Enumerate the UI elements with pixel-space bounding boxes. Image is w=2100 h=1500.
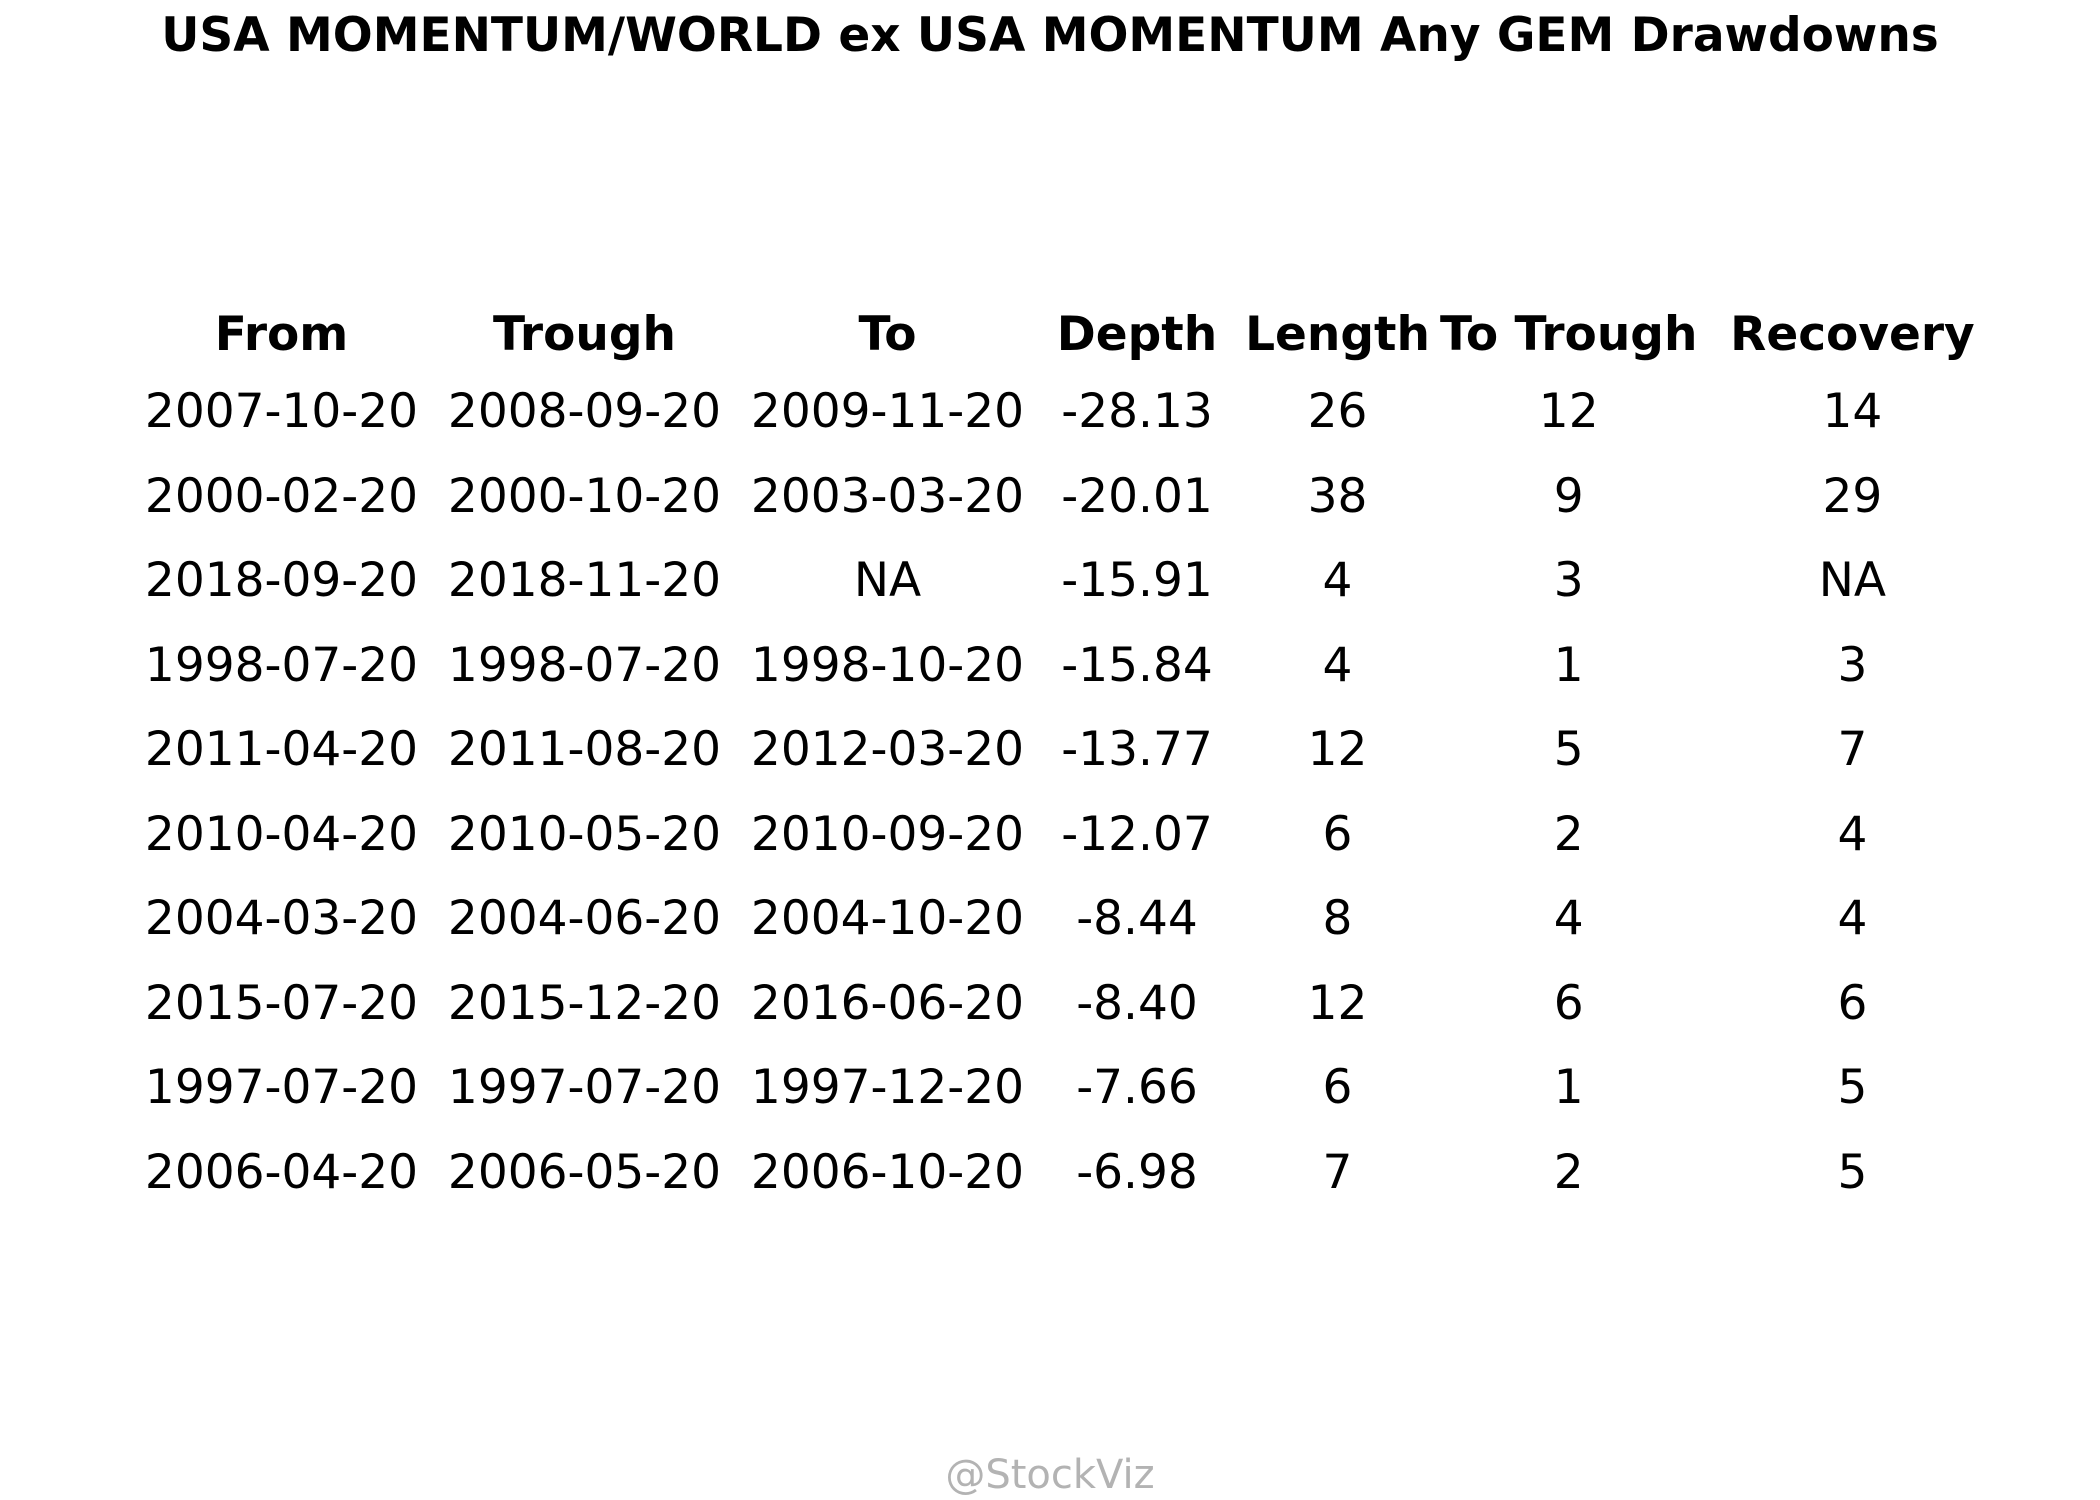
table-row: 1997-07-20 1997-07-20 1997-12-20 -7.66 6 1 5 bbox=[130, 1046, 2007, 1131]
column-header-to-trough: To Trough bbox=[1440, 307, 1698, 362]
cell-to-trough: 6 bbox=[1553, 975, 1584, 1031]
cell-depth: -8.40 bbox=[1076, 975, 1198, 1031]
cell-to-trough: 2 bbox=[1553, 806, 1584, 862]
cell-length: 6 bbox=[1322, 1060, 1353, 1115]
cell-recovery: NA bbox=[1818, 553, 1887, 608]
cell-to: 2003-03-20 bbox=[750, 468, 1025, 524]
table-row: 2007-10-20 2008-09-20 2009-11-20 -28.13 26 12… bbox=[130, 370, 2007, 455]
cell-length: 6 bbox=[1322, 806, 1353, 862]
cell-to-trough: 4 bbox=[1553, 891, 1584, 946]
cell-recovery: 4 bbox=[1837, 891, 1868, 946]
column-header-to: To bbox=[858, 307, 917, 362]
cell-length: 4 bbox=[1322, 637, 1353, 693]
table-body: 2007-10-20 2008-09-20 2009-11-20 -28.13 26 12… bbox=[130, 370, 2007, 1215]
cell-to-trough: 3 bbox=[1553, 553, 1584, 608]
cell-length: 12 bbox=[1307, 722, 1368, 777]
column-header-recovery: Recovery bbox=[1730, 307, 1975, 362]
column-header-depth: Depth bbox=[1056, 307, 1218, 362]
table-row: 2018-09-20 2018-11-20 NA -15.91 4 3 NA bbox=[130, 539, 2007, 624]
table-row: 2006-04-20 2006-05-20 2006-10-20 -6.98 7 2 5 bbox=[130, 1131, 2007, 1216]
table-header-row: From Trough To Depth Length To Trough Re… bbox=[130, 300, 2007, 370]
cell-from: 2010-04-20 bbox=[144, 806, 419, 862]
cell-from: 2015-07-20 bbox=[144, 975, 419, 1031]
cell-from: 2004-03-20 bbox=[144, 891, 419, 946]
cell-trough: 2000-10-20 bbox=[447, 468, 722, 524]
cell-recovery: 14 bbox=[1822, 384, 1883, 439]
column-header-length: Length bbox=[1245, 307, 1430, 362]
cell-to: 2010-09-20 bbox=[750, 806, 1025, 862]
cell-depth: -8.44 bbox=[1076, 891, 1198, 946]
watermark: @StockViz bbox=[945, 1452, 1155, 1498]
cell-to-trough: 2 bbox=[1553, 1144, 1584, 1200]
cell-to: 2016-06-20 bbox=[750, 975, 1025, 1031]
cell-length: 7 bbox=[1322, 1144, 1353, 1200]
cell-to: 2004-10-20 bbox=[750, 891, 1025, 946]
cell-from: 2018-09-20 bbox=[144, 553, 419, 608]
cell-recovery: 7 bbox=[1837, 722, 1868, 777]
cell-trough: 2006-05-20 bbox=[447, 1144, 722, 1200]
cell-recovery: 5 bbox=[1837, 1060, 1868, 1115]
cell-length: 26 bbox=[1307, 384, 1368, 439]
table-row: 2000-02-20 2000-10-20 2003-03-20 -20.01 38 9 2… bbox=[130, 455, 2007, 540]
drawdowns-table: From Trough To Depth Length To Trough Re… bbox=[130, 300, 2007, 1215]
table-row: 2010-04-20 2010-05-20 2010-09-20 -12.07 6 2 4 bbox=[130, 793, 2007, 878]
cell-to: 1998-10-20 bbox=[750, 637, 1025, 693]
cell-to-trough: 12 bbox=[1538, 384, 1599, 439]
cell-depth: -15.91 bbox=[1061, 553, 1213, 608]
cell-from: 2011-04-20 bbox=[144, 722, 419, 777]
cell-depth: -12.07 bbox=[1061, 806, 1213, 862]
cell-trough: 1998-07-20 bbox=[447, 637, 722, 693]
column-header-trough: Trough bbox=[493, 307, 676, 362]
table-row: 2015-07-20 2015-12-20 2016-06-20 -8.40 12 6 6 bbox=[130, 962, 2007, 1047]
cell-to: 2009-11-20 bbox=[750, 384, 1025, 439]
cell-depth: -28.13 bbox=[1061, 384, 1213, 439]
cell-from: 2006-04-20 bbox=[144, 1144, 419, 1200]
cell-length: 12 bbox=[1307, 975, 1368, 1031]
cell-to: 2012-03-20 bbox=[750, 722, 1025, 777]
cell-from: 1998-07-20 bbox=[144, 637, 419, 693]
cell-depth: -6.98 bbox=[1076, 1144, 1198, 1200]
cell-trough: 2010-05-20 bbox=[447, 806, 722, 862]
cell-trough: 1997-07-20 bbox=[447, 1060, 722, 1115]
cell-to-trough: 5 bbox=[1553, 722, 1584, 777]
cell-recovery: 5 bbox=[1837, 1144, 1868, 1200]
chart-title: USA MOMENTUM/WORLD ex USA MOMENTUM Any G… bbox=[161, 8, 1939, 63]
cell-trough: 2015-12-20 bbox=[447, 975, 722, 1031]
cell-from: 2007-10-20 bbox=[144, 384, 419, 439]
cell-depth: -13.77 bbox=[1061, 722, 1213, 777]
cell-recovery: 3 bbox=[1837, 637, 1868, 693]
cell-length: 4 bbox=[1322, 553, 1353, 608]
cell-recovery: 4 bbox=[1837, 806, 1868, 862]
cell-to: 1997-12-20 bbox=[750, 1060, 1025, 1115]
cell-to-trough: 1 bbox=[1553, 637, 1584, 693]
cell-trough: 2018-11-20 bbox=[447, 553, 722, 608]
cell-trough: 2004-06-20 bbox=[447, 891, 722, 946]
cell-depth: -15.84 bbox=[1061, 637, 1213, 693]
cell-length: 38 bbox=[1307, 468, 1368, 524]
cell-to-trough: 9 bbox=[1553, 468, 1584, 524]
cell-trough: 2008-09-20 bbox=[447, 384, 722, 439]
cell-depth: -20.01 bbox=[1061, 468, 1213, 524]
cell-from: 2000-02-20 bbox=[144, 468, 419, 524]
column-header-from: From bbox=[214, 307, 349, 362]
table-row: 2011-04-20 2011-08-20 2012-03-20 -13.77 12 5 7 bbox=[130, 708, 2007, 793]
cell-recovery: 6 bbox=[1837, 975, 1868, 1031]
cell-to: 2006-10-20 bbox=[750, 1144, 1025, 1200]
cell-depth: -7.66 bbox=[1076, 1060, 1198, 1115]
table-row: 2004-03-20 2004-06-20 2004-10-20 -8.44 8 4 4 bbox=[130, 877, 2007, 962]
table-row: 1998-07-20 1998-07-20 1998-10-20 -15.84 4 1 3 bbox=[130, 624, 2007, 709]
cell-trough: 2011-08-20 bbox=[447, 722, 722, 777]
cell-to-trough: 1 bbox=[1553, 1060, 1584, 1115]
cell-recovery: 29 bbox=[1822, 468, 1883, 524]
cell-from: 1997-07-20 bbox=[144, 1060, 419, 1115]
cell-to: NA bbox=[853, 553, 922, 608]
cell-length: 8 bbox=[1322, 891, 1353, 946]
